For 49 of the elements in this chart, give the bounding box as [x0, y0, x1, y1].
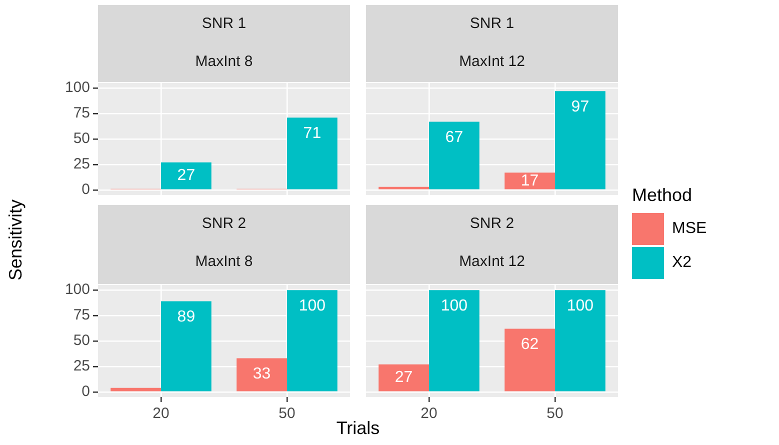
chart-subtitle: MaxInt 12 [458, 252, 526, 272]
bar [504, 172, 555, 190]
x-tick-label: 20 [420, 405, 438, 422]
chart-title: SNR 1 [468, 14, 516, 34]
chart-subtitle: MaxInt 12 [458, 52, 526, 72]
bar [161, 301, 212, 392]
bar [287, 118, 338, 190]
legend-label: X2 [672, 254, 692, 272]
y-tick-label: 100 [64, 79, 90, 96]
data-label: 27 [177, 167, 196, 184]
y-tick-label: 50 [73, 130, 90, 148]
bar [555, 91, 606, 190]
data-label: 100 [440, 297, 468, 314]
bar [287, 290, 338, 392]
data-label: 67 [445, 129, 464, 146]
x-tick-label: 50 [546, 405, 564, 422]
bar [429, 122, 480, 190]
data-label: 62 [520, 336, 539, 354]
data-label: 100 [298, 297, 326, 314]
data-label: 100 [566, 297, 594, 314]
x-axis-title: Trials [336, 418, 380, 439]
data-label: 33 [252, 366, 271, 383]
bar [110, 388, 161, 392]
bar [378, 186, 429, 190]
data-label: 27 [394, 369, 413, 386]
y-tick-label: 25 [73, 156, 90, 173]
y-tick-label: 25 [73, 358, 90, 375]
data-label: 71 [303, 125, 322, 142]
y-tick-label: 0 [82, 181, 90, 198]
chart-subtitle: MaxInt 8 [194, 52, 254, 72]
chart-title: SNR 2 [200, 214, 248, 234]
data-label: 97 [571, 98, 590, 116]
data-label: 89 [177, 308, 196, 326]
x-tick-label: 20 [152, 405, 170, 422]
y-axis-title: Sensitivity [6, 199, 26, 281]
chart-title: SNR 2 [468, 214, 516, 234]
x-tick-label: 50 [278, 405, 296, 422]
legend-title: Method [632, 185, 694, 206]
legend-label: MSE [672, 220, 707, 238]
y-tick-label: 75 [73, 104, 90, 122]
y-tick-label: 0 [82, 383, 90, 400]
y-tick-label: 100 [64, 281, 90, 298]
bar [236, 358, 287, 392]
y-tick-label: 75 [73, 306, 90, 324]
bar [161, 162, 212, 190]
chart-subtitle: MaxInt 8 [194, 252, 254, 272]
chart-title: SNR 1 [200, 14, 248, 34]
data-label: 17 [520, 172, 539, 190]
y-tick-label: 50 [73, 332, 90, 350]
